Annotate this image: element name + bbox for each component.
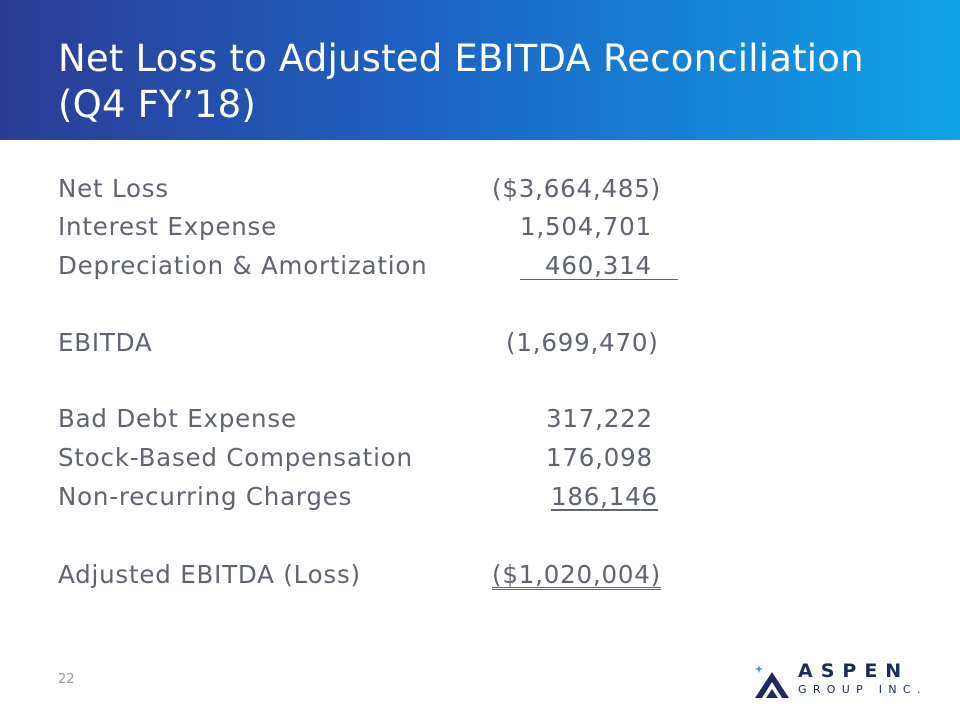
- slide-title-line-2: (Q4 FY’18): [58, 83, 257, 126]
- row-label: Stock-Based Compensation: [58, 443, 413, 472]
- row-label: Non-recurring Charges: [58, 482, 353, 511]
- title-banner: Net Loss to Adjusted EBITDA Reconciliati…: [0, 0, 960, 140]
- row-value: ($3,664,485): [492, 174, 661, 203]
- row-value: (1,699,470): [506, 328, 659, 357]
- row-value: 1,504,701: [520, 212, 652, 241]
- mountain-logo-icon: [755, 665, 789, 698]
- row-label: Bad Debt Expense: [58, 404, 297, 433]
- row-value: 176,098: [546, 443, 653, 472]
- logo-subtext: GROUP INC.: [798, 683, 927, 696]
- row-label: EBITDA: [58, 328, 153, 357]
- row-label: Net Loss: [58, 174, 169, 203]
- row-value: 317,222: [546, 404, 653, 433]
- logo-wordmark: ASPEN: [798, 660, 910, 682]
- row-label: Adjusted EBITDA (Loss): [58, 560, 361, 589]
- row-value: 460,314: [545, 251, 652, 280]
- slide-title: Net Loss to Adjusted EBITDA Reconciliati…: [58, 36, 864, 128]
- row-label: Interest Expense: [58, 212, 277, 241]
- slide-title-line-1: Net Loss to Adjusted EBITDA Reconciliati…: [58, 37, 864, 80]
- row-value: 186,146: [551, 482, 658, 511]
- row-value-underlined: 460,314: [520, 251, 678, 280]
- row-value: ($1,020,004): [492, 560, 661, 589]
- page-number: 22: [58, 672, 75, 687]
- company-logo: ASPEN GROUP INC.: [752, 660, 932, 700]
- row-label: Depreciation & Amortization: [58, 251, 428, 280]
